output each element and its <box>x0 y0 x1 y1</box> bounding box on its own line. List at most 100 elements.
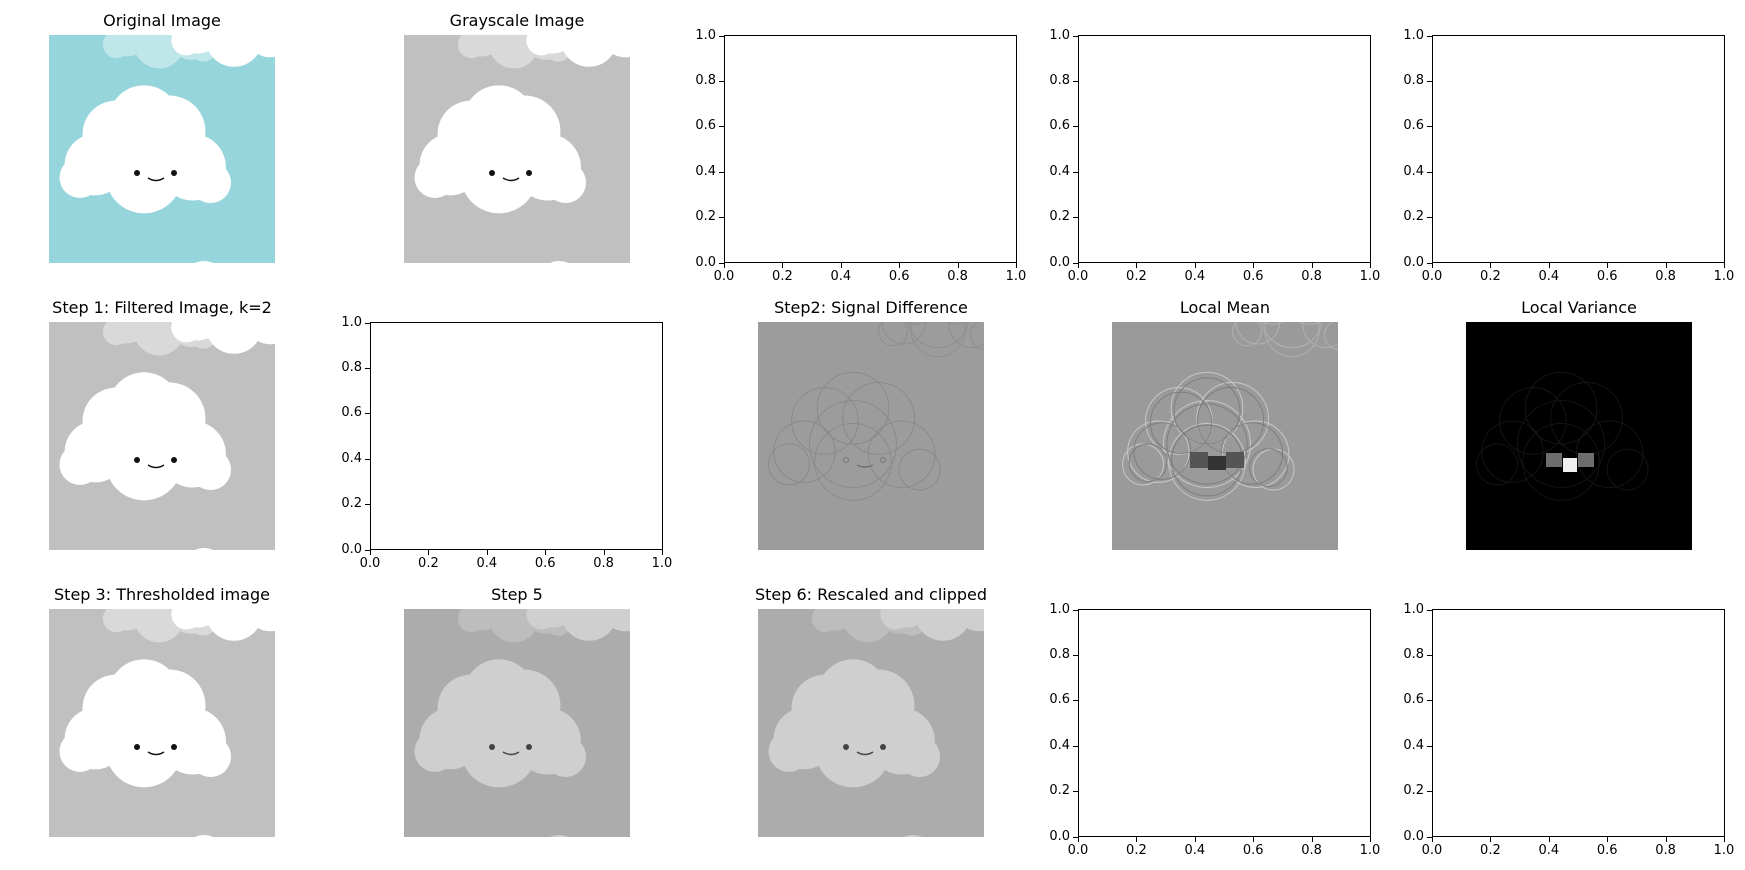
y-tick-mark <box>365 458 370 460</box>
y-tick-label: 0.0 <box>1403 828 1424 844</box>
x-tick-mark <box>1490 263 1492 268</box>
left-eye <box>134 457 140 463</box>
y-tick-mark <box>1427 745 1432 747</box>
x-tick-label: 1.0 <box>1713 269 1735 284</box>
y-tick-label: 0.0 <box>1403 254 1424 270</box>
y-tick-mark <box>1073 836 1078 838</box>
left-eye <box>134 170 140 176</box>
y-tick-label: 0.4 <box>1403 737 1424 753</box>
empty-axes <box>724 35 1017 263</box>
right-eye-block <box>1226 452 1244 468</box>
empty-axes <box>370 322 663 550</box>
y-tick-mark <box>1073 262 1078 264</box>
y-tick-label: 0.0 <box>1049 828 1070 844</box>
y-tick-label: 1.0 <box>1403 601 1424 617</box>
y-tick-mark <box>365 504 370 506</box>
y-tick-mark <box>1427 791 1432 793</box>
smile <box>856 464 874 468</box>
y-tick-label: 0.4 <box>1049 163 1070 179</box>
x-tick-label: 0.0 <box>713 269 735 284</box>
y-tick-label: 0.6 <box>1403 692 1424 708</box>
left-eye-block <box>1546 453 1562 467</box>
y-tick-label: 0.2 <box>1049 209 1070 225</box>
right-eye <box>526 744 532 750</box>
y-tick-label: 0.8 <box>695 72 716 88</box>
y-tick-label: 0.2 <box>1403 783 1424 799</box>
x-tick-mark <box>1607 263 1609 268</box>
x-tick-mark <box>899 263 901 268</box>
y-tick-mark <box>1427 171 1432 173</box>
x-tick-label: 0.6 <box>1596 843 1618 858</box>
y-tick-label: 0.0 <box>695 254 716 270</box>
y-tick-mark <box>1073 791 1078 793</box>
empty-axes <box>1078 35 1371 263</box>
x-tick-label: 1.0 <box>1713 843 1735 858</box>
x-tick-label: 0.6 <box>534 556 556 571</box>
y-tick-label: 0.0 <box>1049 254 1070 270</box>
y-tick-label: 0.8 <box>341 359 362 375</box>
x-tick-mark <box>1370 837 1371 842</box>
image-canvas <box>404 35 630 263</box>
y-tick-mark <box>1427 217 1432 219</box>
bottom-cloud <box>195 835 213 837</box>
y-tick-label: 1.0 <box>695 27 716 43</box>
empty-axes <box>1078 609 1371 837</box>
x-tick-label: 0.8 <box>947 269 968 284</box>
left-eye <box>489 170 495 176</box>
right-eye-block <box>1578 453 1594 467</box>
x-tick-mark <box>1432 263 1433 268</box>
x-tick-label: 1.0 <box>1359 269 1381 284</box>
smile <box>502 177 520 182</box>
y-tick-mark <box>1427 126 1432 128</box>
x-tick-mark <box>1311 837 1313 842</box>
image-panel <box>49 35 275 263</box>
left-eye <box>134 744 140 750</box>
x-tick-mark <box>957 263 959 268</box>
right-eye <box>880 744 886 750</box>
corner-cloud <box>880 609 984 641</box>
left-eye <box>843 457 849 463</box>
cloud <box>414 659 587 788</box>
x-tick-mark <box>840 263 842 268</box>
y-tick-mark <box>719 35 724 37</box>
image-panel <box>758 322 984 550</box>
panel-title: Original Image <box>103 11 221 30</box>
y-tick-mark <box>1073 126 1078 128</box>
image-canvas <box>49 609 275 837</box>
y-tick-label: 0.0 <box>341 541 362 557</box>
x-tick-mark <box>1665 263 1667 268</box>
x-tick-mark <box>486 550 488 555</box>
y-tick-label: 0.4 <box>341 450 362 466</box>
x-tick-mark <box>1548 837 1550 842</box>
x-tick-mark <box>1665 837 1667 842</box>
image-canvas <box>1112 322 1338 550</box>
x-tick-mark <box>428 550 430 555</box>
x-tick-mark <box>1548 263 1550 268</box>
y-tick-mark <box>365 322 370 324</box>
image-background <box>1466 322 1692 550</box>
y-tick-label: 0.8 <box>1049 72 1070 88</box>
panel-title: Step 3: Thresholded image <box>54 585 270 604</box>
x-tick-mark <box>1724 263 1725 268</box>
x-tick-label: 0.6 <box>1242 843 1264 858</box>
left-eye <box>843 744 849 750</box>
bottom-cloud <box>195 261 213 263</box>
image-panel <box>1112 322 1338 550</box>
panel-title: Grayscale Image <box>449 11 585 30</box>
right-eye <box>880 457 886 463</box>
panel-title: Step 1: Filtered Image, k=2 <box>52 298 272 317</box>
image-panel <box>758 609 984 837</box>
image-panel <box>49 609 275 837</box>
y-tick-label: 1.0 <box>1049 601 1070 617</box>
x-tick-mark <box>1253 837 1255 842</box>
x-tick-mark <box>662 550 663 555</box>
smile <box>147 464 165 469</box>
x-tick-label: 1.0 <box>1359 843 1381 858</box>
x-tick-label: 1.0 <box>1005 269 1027 284</box>
corner-cloud <box>171 322 275 354</box>
y-tick-mark <box>1073 171 1078 173</box>
x-tick-mark <box>1253 263 1255 268</box>
image-canvas <box>758 322 984 550</box>
y-tick-label: 0.6 <box>341 405 362 421</box>
x-tick-mark <box>1490 837 1492 842</box>
